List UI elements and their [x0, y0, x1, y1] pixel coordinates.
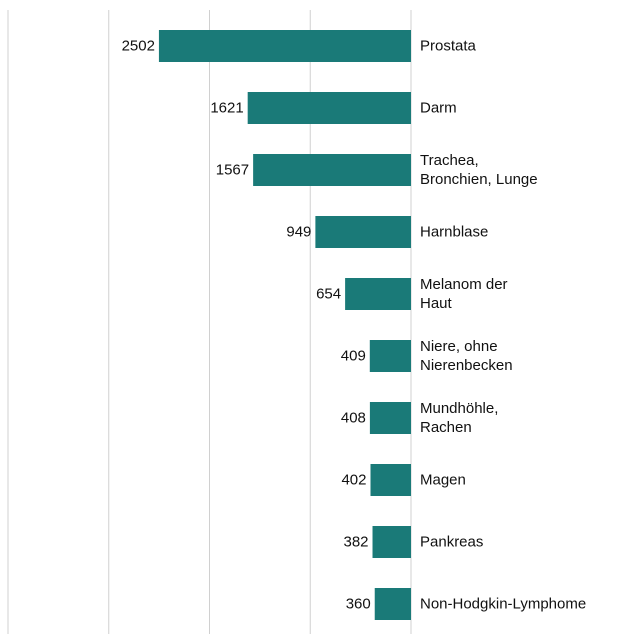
category-label: Trachea, Bronchien, Lunge	[420, 152, 538, 188]
value-label: 408	[340, 409, 366, 427]
value-label: 360	[345, 595, 371, 613]
category-label: Magen	[420, 471, 466, 489]
bar	[345, 278, 411, 310]
bar	[253, 154, 411, 186]
value-label: 2502	[121, 37, 155, 55]
bar	[370, 464, 411, 496]
bar	[315, 216, 411, 248]
bar	[372, 526, 411, 558]
bar	[158, 30, 411, 62]
category-label: Melanom der Haut	[420, 276, 508, 312]
value-label: 382	[343, 533, 369, 551]
value-label: 949	[286, 223, 312, 241]
bar	[247, 92, 411, 124]
category-label: Pankreas	[420, 533, 484, 551]
category-label: Niere, ohne Nierenbecken	[420, 338, 513, 374]
bar	[369, 402, 411, 434]
category-label: Non-Hodgkin-Lymphome	[420, 595, 587, 613]
value-label: 409	[340, 347, 366, 365]
bar	[374, 588, 411, 620]
value-label: 1567	[215, 161, 250, 179]
category-label: Mundhöhle, Rachen	[420, 400, 499, 436]
value-label: 654	[316, 285, 342, 303]
value-label: 402	[341, 471, 367, 489]
category-label: Darm	[420, 99, 457, 117]
category-label: Harnblase	[420, 223, 489, 241]
value-label: 1621	[210, 99, 244, 117]
bar	[369, 340, 411, 372]
category-label: Prostata	[420, 37, 476, 55]
